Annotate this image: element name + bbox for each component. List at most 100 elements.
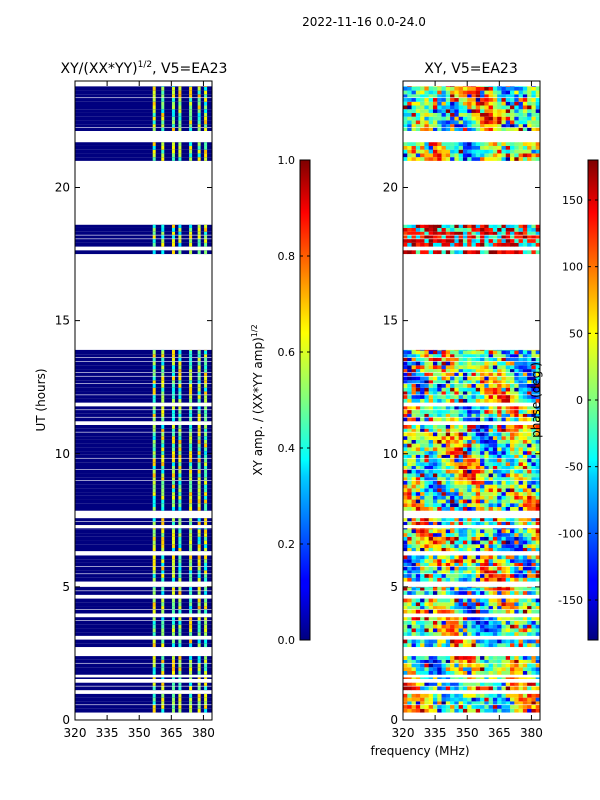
phase-cell [407, 477, 412, 481]
phase-cell [407, 536, 412, 541]
phase-cell [475, 480, 481, 485]
phase-cell [420, 447, 425, 452]
phase-cell [527, 224, 532, 228]
phase-cell [488, 94, 494, 98]
phase-cell [484, 239, 490, 243]
phase-cell [420, 562, 425, 567]
amplitude-channel-cell [189, 566, 193, 571]
phase-cell [441, 372, 447, 376]
phase-cell [501, 499, 507, 504]
phase-cell [518, 406, 524, 410]
phase-cell [510, 357, 515, 362]
amplitude-channel-cell [178, 413, 182, 417]
phase-cell [501, 391, 507, 395]
amplitude-channel-cell [161, 559, 165, 563]
phase-cell [428, 417, 434, 422]
phase-cell [480, 406, 485, 410]
phase-cell [475, 701, 481, 705]
phase-cell [535, 548, 540, 552]
phase-cell [467, 391, 472, 395]
amplitude-channel-cell [152, 682, 156, 686]
amplitude-channel-cell [204, 598, 208, 603]
amplitude-channel-cell [152, 639, 156, 644]
phase-cell [510, 372, 515, 376]
phase-cell [407, 432, 412, 437]
amplitude-channel-cell [197, 624, 201, 629]
phase-cell [420, 443, 425, 448]
phase-cell [531, 365, 537, 370]
phase-cell [458, 529, 464, 534]
phase-cell [480, 682, 485, 686]
phase-cell [462, 586, 468, 588]
phase-cell [518, 624, 524, 629]
phase-cell [518, 528, 524, 530]
phase-cell [445, 528, 451, 530]
amplitude-channel-cell [204, 350, 208, 355]
phase-cell [484, 112, 490, 117]
phase-cell [424, 250, 430, 255]
amplitude-channel-cell [178, 587, 182, 591]
phase-cell [514, 142, 519, 146]
phase-cell [454, 239, 460, 243]
phase-cell [420, 424, 425, 429]
phase-cell [522, 663, 528, 668]
phase-cell [467, 376, 472, 381]
phase-cell [475, 94, 481, 98]
phase-cell [415, 536, 421, 541]
phase-cell [450, 242, 455, 247]
phase-cell [497, 458, 502, 463]
phase-cell [471, 235, 477, 239]
phase-cell [510, 577, 515, 582]
amplitude-channel-cell [161, 617, 165, 621]
phase-cell [432, 369, 438, 373]
phase-cell [420, 462, 425, 466]
phase-cell [441, 406, 447, 410]
amplitude-channel-cell [152, 492, 156, 496]
phase-cell [450, 350, 455, 355]
phase-cell [428, 484, 434, 489]
amplitude-channel-cell [171, 708, 175, 713]
phase-cell [501, 369, 507, 373]
phase-cell [432, 227, 438, 232]
phase-cell [471, 153, 477, 158]
phase-cell [505, 639, 511, 644]
amplitude-channel-cell [204, 142, 208, 146]
amplitude-row [75, 495, 212, 500]
amplitude-channel-cell [189, 663, 193, 668]
phase-cell [518, 436, 524, 440]
phase-cell [510, 153, 515, 158]
phase-cell [522, 90, 528, 95]
amplitude-channel-cell [189, 533, 193, 537]
phase-cell [407, 682, 412, 686]
amplitude-channel-cell [152, 663, 156, 668]
phase-cell [454, 708, 460, 713]
phase-cell [445, 398, 451, 403]
amplitude-channel-cell [197, 439, 201, 444]
amplitude-row [75, 145, 212, 150]
phase-cell [488, 239, 494, 243]
phase-cell [411, 465, 417, 470]
amplitude-channel-cell [197, 598, 201, 603]
phase-cell [403, 484, 408, 489]
phase-cell [527, 443, 532, 448]
phase-cell [484, 667, 490, 672]
phase-cell [531, 503, 537, 507]
amplitude-channel-cell [189, 94, 193, 98]
phase-cell [450, 376, 455, 381]
phase-cell [484, 507, 490, 511]
phase-cell [484, 443, 490, 448]
phase-cell [475, 380, 481, 384]
phase-cell [510, 529, 515, 534]
phase-cell [480, 477, 485, 481]
phase-cell [492, 473, 498, 478]
amplitude-channel-cell [204, 231, 208, 235]
phase-cell [424, 142, 430, 146]
phase-cell [415, 477, 421, 481]
phase-cell [428, 428, 434, 432]
phase-cell [531, 617, 537, 621]
phase-cell [454, 98, 460, 102]
amplitude-row [75, 250, 212, 255]
phase-cell [527, 462, 532, 466]
phase-cell [415, 488, 421, 493]
amplitude-channel-cell [178, 250, 182, 255]
